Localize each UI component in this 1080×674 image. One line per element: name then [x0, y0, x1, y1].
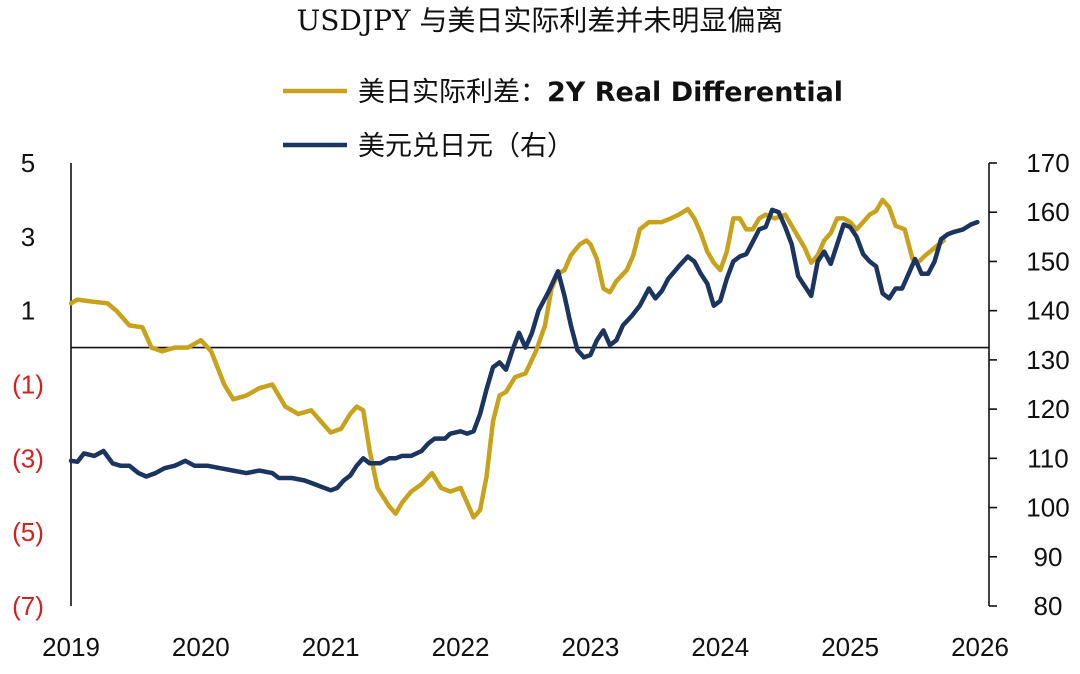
left-tick-label: (3) [12, 443, 44, 473]
left-tick-label: 3 [21, 222, 35, 252]
series-group [68, 197, 980, 520]
legend: 美日实际利差：2Y Real Differential 美元兑日元（右） [283, 77, 843, 162]
legend-label-real-differential: 美日实际利差：2Y Real Differential [358, 77, 843, 108]
series-line-real-differential [68, 197, 946, 520]
right-tick-label: 160 [1026, 197, 1069, 227]
right-tick-label: 150 [1026, 246, 1069, 276]
x-tick-label: 2019 [42, 632, 100, 662]
left-tick-label: 1 [21, 296, 35, 326]
right-tick-label: 120 [1026, 394, 1069, 424]
x-tick-label: 2024 [691, 632, 749, 662]
right-tick-label: 110 [1027, 443, 1068, 473]
x-tick-label: 2023 [562, 632, 620, 662]
right-tick-label: 170 [1026, 148, 1069, 178]
left-tick-label: 5 [21, 148, 35, 178]
right-tick-label: 80 [1034, 591, 1063, 621]
right-tick-label: 130 [1026, 345, 1069, 375]
chart-title: USDJPY 与美日实际利差并未明显偏离 [297, 4, 784, 37]
x-tick-label: 2021 [302, 632, 360, 662]
right-tick-label: 90 [1034, 542, 1063, 572]
legend-label-usdjpy: 美元兑日元（右） [358, 131, 574, 162]
series-line-usdjpy [68, 207, 980, 493]
left-tick-label: (5) [12, 517, 44, 547]
x-tick-label: 2025 [821, 632, 879, 662]
x-tick-label: 2020 [172, 632, 230, 662]
axes: 5 3 1 (1) (3) (5) (7) 170 160 150 140 130 120 110 100 9… [12, 148, 1070, 662]
right-tick-label: 140 [1026, 296, 1069, 326]
x-tick-label: 2022 [432, 632, 490, 662]
left-tick-label: (1) [12, 370, 44, 400]
x-tick-label: 2026 [951, 632, 1009, 662]
left-tick-label: (7) [12, 591, 44, 621]
right-tick-label: 100 [1026, 493, 1069, 523]
